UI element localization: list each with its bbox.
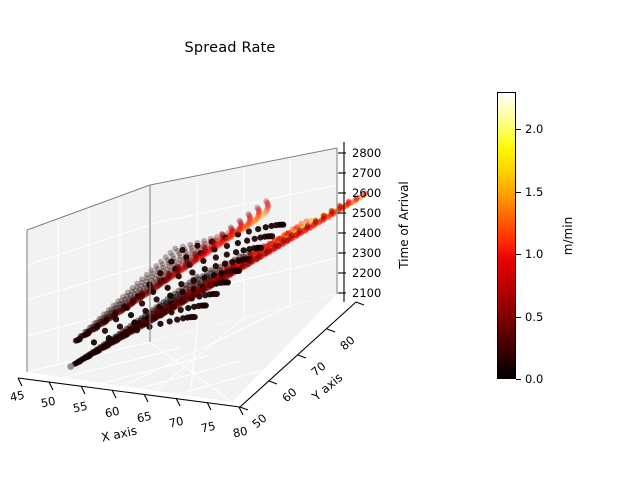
colorbar-tick bbox=[516, 129, 521, 131]
colorbar-tick bbox=[516, 191, 521, 193]
z-tick-label: 2100 bbox=[352, 286, 381, 300]
x-tick-label: 65 bbox=[136, 409, 153, 426]
axes3d-panel: 45 50 55 60 65 70 75 80 X axis bbox=[0, 80, 470, 450]
colorbar-tick-label: 1.5 bbox=[525, 184, 544, 199]
colorbar-tick bbox=[516, 379, 521, 380]
y-tick-label: 50 bbox=[249, 411, 269, 431]
x-tick-label: 80 bbox=[232, 424, 249, 441]
y-tick-label: 60 bbox=[279, 385, 299, 405]
z-tick-label: 2200 bbox=[352, 266, 381, 280]
y-tick-label: 80 bbox=[337, 333, 357, 353]
axis-spines bbox=[26, 147, 338, 372]
colorbar-label: m/min bbox=[561, 216, 575, 256]
pane-xy-floor bbox=[26, 294, 337, 403]
colorbar-gradient bbox=[497, 92, 516, 379]
z-tick-label: 2500 bbox=[352, 206, 381, 220]
x-tick-label: 50 bbox=[40, 394, 57, 411]
scatter-points bbox=[67, 190, 369, 370]
z-tick-label: 2400 bbox=[352, 226, 381, 240]
z-tick-label: 2300 bbox=[352, 246, 381, 260]
chart-title: Spread Rate bbox=[184, 40, 276, 56]
z-tick-label: 2800 bbox=[352, 146, 381, 160]
z-axis-label: Time of Arrival bbox=[397, 181, 411, 270]
pane-xz bbox=[26, 184, 151, 373]
colorbar-tick bbox=[516, 254, 521, 256]
colorbar: 0.0 0.5 1.0 1.5 2.0 bbox=[497, 92, 543, 386]
z-tick-label: 2700 bbox=[352, 166, 381, 180]
x-tick-label: 45 bbox=[9, 388, 26, 405]
colorbar-tick bbox=[516, 316, 521, 318]
colorbar-tick-label: 0.5 bbox=[525, 309, 544, 324]
x-axis-label: X axis bbox=[100, 423, 138, 444]
pane-yz bbox=[149, 147, 338, 343]
y-tick-label: 70 bbox=[308, 359, 328, 379]
z-tick-label: 2600 bbox=[352, 186, 381, 200]
x-tick-label: 70 bbox=[168, 414, 185, 431]
colorbar-tick-label: 0.0 bbox=[525, 372, 544, 386]
z-axis: 2800 2700 2600 2500 2400 2300 2200 2100 … bbox=[338, 142, 411, 302]
x-tick-label: 55 bbox=[72, 399, 89, 416]
colorbar-tick-label: 1.0 bbox=[525, 247, 544, 262]
x-tick-label: 60 bbox=[104, 404, 121, 421]
plot-svg: 45 50 55 60 65 70 75 80 X axis bbox=[9, 142, 411, 445]
colorbar-tick-label: 2.0 bbox=[525, 122, 544, 137]
x-tick-label: 75 bbox=[200, 419, 217, 436]
